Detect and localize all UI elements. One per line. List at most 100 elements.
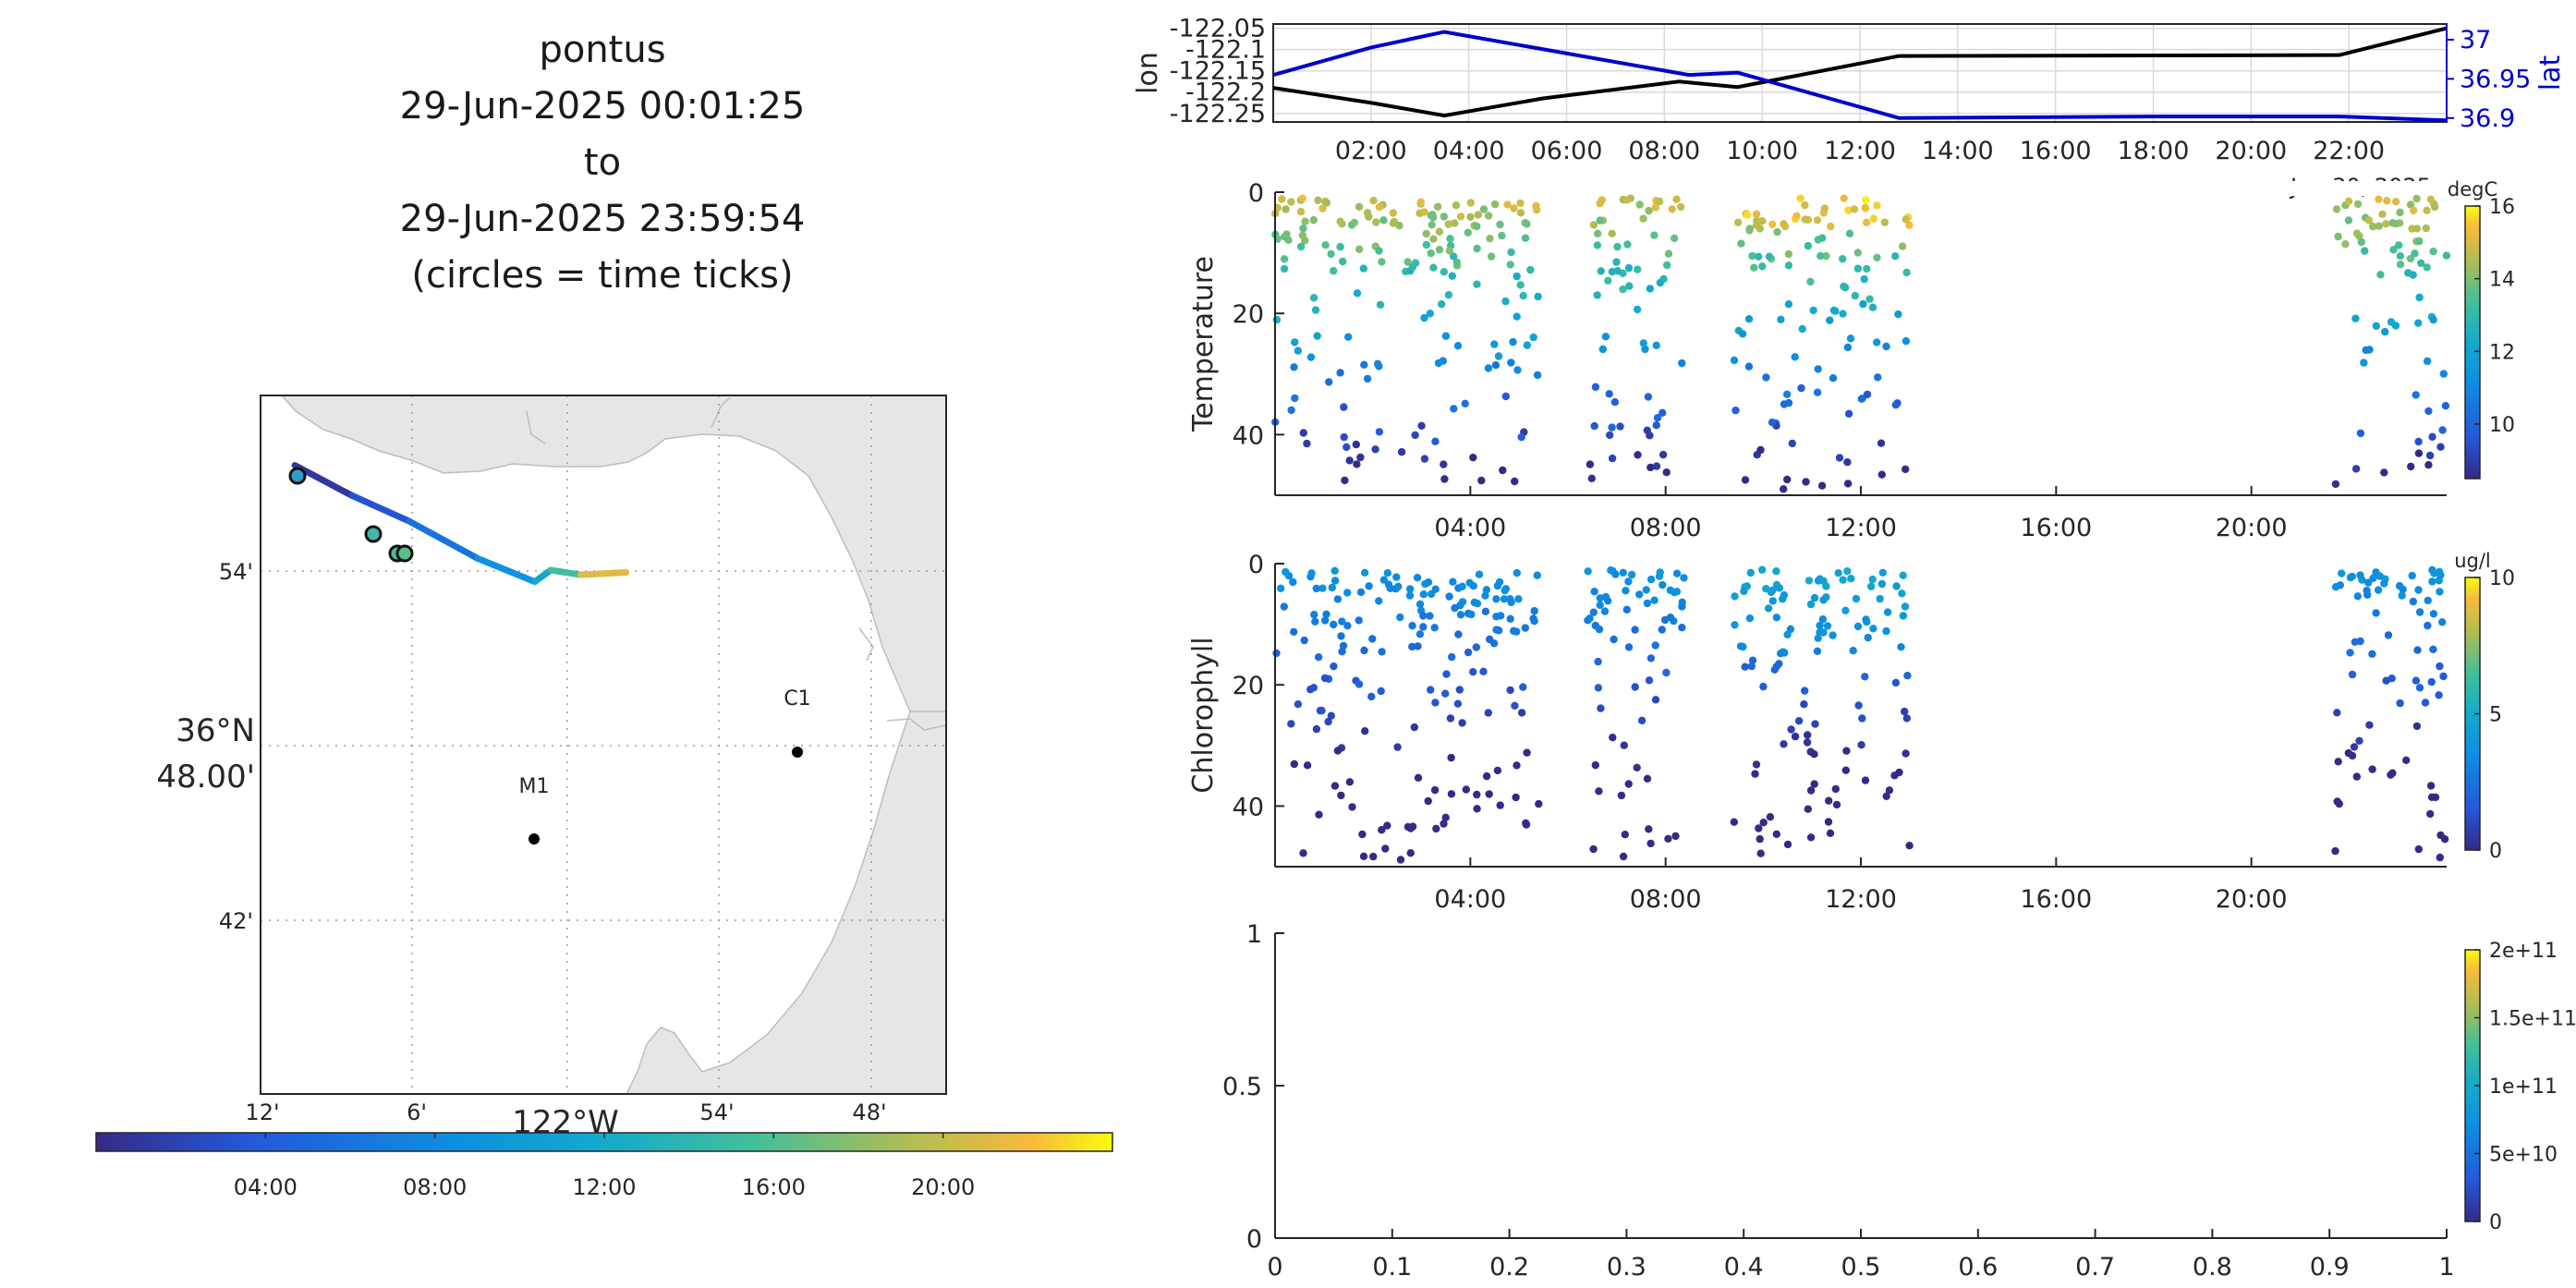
temperature-point (1745, 226, 1754, 235)
chlorophyll-point (2395, 581, 2404, 590)
temperature-point (1533, 371, 1542, 380)
temperature-point (1427, 249, 1435, 258)
temperature-point (1529, 333, 1537, 342)
temperature-point (1668, 205, 1676, 213)
map-lat-tick: 48.00' (156, 759, 255, 796)
chlorophyll-point (1853, 622, 1863, 631)
chlorophyll-point (1375, 597, 1383, 605)
temperature-point (1748, 251, 1756, 261)
temperature-point (1802, 478, 1810, 486)
temperature-point (1851, 291, 1860, 300)
chlorophyll-point (1664, 834, 1672, 843)
chlorophyll-point (2428, 577, 2436, 586)
chlorophyll-point (1393, 743, 1402, 751)
chlorophyll-point (1843, 567, 1852, 576)
x-tick-label: 0.3 (1607, 1253, 1646, 1282)
time-tick-circle (288, 467, 307, 485)
temperature-point (1652, 462, 1661, 470)
chlorophyll-point (1841, 766, 1851, 774)
chlorophyll-point (1448, 652, 1456, 662)
chlorophyll-point (1361, 727, 1369, 735)
temperature-point (1873, 253, 1881, 261)
temperature-point (1732, 407, 1740, 415)
temperature-point (1762, 373, 1770, 382)
chlorophyll-point (1462, 785, 1471, 794)
chlorophyll-point (1741, 662, 1749, 671)
temperature-point (1784, 249, 1793, 259)
chlorophyll-point (1890, 772, 1899, 780)
temperature-point (1863, 218, 1871, 226)
chlorophyll-point (1624, 780, 1633, 788)
temperature-point (1840, 194, 1848, 202)
chlorophyll-point (1328, 583, 1337, 592)
temperature-point (1501, 392, 1511, 401)
temperature-point (1780, 485, 1788, 493)
temperature-point (1826, 316, 1834, 324)
chlorophyll-point (1740, 587, 1748, 596)
chlorophyll-point (1806, 833, 1816, 842)
temperature-point (1863, 390, 1872, 399)
chlorophyll-point (1651, 696, 1660, 704)
temperature-point (1902, 268, 1911, 277)
temperature-point (2429, 315, 2437, 324)
chlorophyll-point (1496, 801, 1504, 809)
chlorophyll-point (1492, 595, 1501, 603)
chlorophyll-point (1431, 699, 1440, 707)
chlorophyll-point (1901, 707, 1909, 716)
chlorophyll-point (1643, 599, 1652, 608)
temperature-point (1487, 252, 1496, 261)
chlorophyll-point (1759, 682, 1768, 691)
x-tick-label: 08:00 (1630, 885, 1702, 914)
temperature-point (1846, 334, 1855, 343)
temperature-point (1677, 202, 1685, 212)
chlorophyll-point (1858, 714, 1866, 723)
temperature-point (1453, 342, 1463, 350)
temperature-point (1336, 242, 1344, 251)
chlorophyll-point (1330, 620, 1338, 629)
temperature-point (2372, 322, 2380, 330)
colorbar-tick-label: 5 (2489, 704, 2502, 727)
chlorophyll-point (1333, 595, 1343, 603)
track-segment (474, 554, 539, 586)
temperature-point (2334, 232, 2342, 241)
temperature-point (1874, 373, 1882, 382)
temperature-point (2391, 198, 2400, 206)
chlorophyll-point (1290, 627, 1298, 637)
temperature-point (1469, 454, 1477, 462)
chlorophyll-point (2350, 743, 2359, 751)
chlorophyll-point (1658, 626, 1667, 634)
x-tick-label: 1 (2438, 1253, 2454, 1282)
chlorophyll-point (1523, 748, 1531, 757)
chlorophyll-point (1506, 686, 1514, 695)
chlorophyll-point (1643, 774, 1652, 783)
chlorophyll-point (1318, 706, 1326, 715)
temperature-point (1440, 268, 1449, 276)
temperature-point (2441, 402, 2450, 410)
temperature-point (1590, 421, 1598, 431)
chlorophyll-point (1804, 731, 1812, 739)
chlorophyll-point (1501, 586, 1509, 595)
temperature-point (1356, 453, 1365, 462)
chlorophyll-point (2380, 579, 2388, 588)
chlorophyll-point (2384, 631, 2393, 639)
temperature-point (1880, 218, 1889, 226)
temperature-point (1449, 252, 1458, 261)
chlorophyll-point (1745, 614, 1755, 623)
temperature-point (1750, 263, 1758, 272)
map-lon-tick: 48' (852, 1100, 886, 1125)
temperature-point (1861, 203, 1870, 213)
temperature-point (2425, 451, 2435, 460)
temperature-point (1321, 241, 1330, 249)
chlorophyll-point (1659, 580, 1667, 589)
chlorophyll-point (1899, 612, 1908, 620)
temperature-point (1438, 300, 1446, 309)
chlorophyll-point (1338, 617, 1346, 626)
temperature-point (1474, 211, 1483, 219)
x-tick-label: 0.6 (1958, 1253, 1998, 1282)
time-tick-label: 06:00 (1531, 137, 1603, 165)
x-tick-label: 16:00 (2020, 885, 2092, 914)
chlorophyll-point (1355, 680, 1364, 688)
chlorophyll-point (1810, 593, 1819, 602)
temperature-point (2331, 480, 2340, 489)
temperature-point (1441, 332, 1451, 340)
